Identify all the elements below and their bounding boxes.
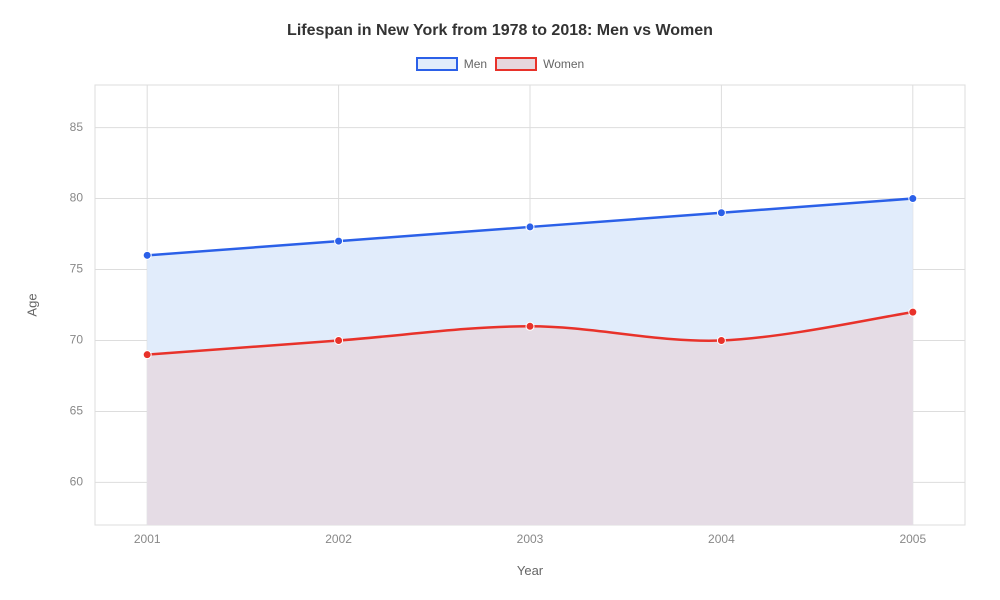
y-tick-70: 70 — [70, 333, 84, 347]
chart-title: Lifespan in New York from 1978 to 2018: … — [0, 22, 1000, 40]
marker-men-3[interactable] — [717, 209, 725, 217]
legend-item-men[interactable]: Men — [416, 57, 487, 71]
y-tick-65: 65 — [70, 404, 84, 418]
marker-men-1[interactable] — [335, 237, 343, 245]
x-tick-2004: 2004 — [708, 532, 735, 546]
legend-swatch-women — [495, 57, 537, 71]
y-tick-80: 80 — [70, 191, 84, 205]
marker-men-4[interactable] — [909, 195, 917, 203]
legend-label-men: Men — [464, 57, 487, 71]
x-tick-2001: 2001 — [134, 532, 161, 546]
marker-women-3[interactable] — [717, 336, 725, 344]
marker-women-1[interactable] — [335, 336, 343, 344]
legend: Men Women — [0, 57, 1000, 71]
y-tick-75: 75 — [70, 262, 84, 276]
marker-men-2[interactable] — [526, 223, 534, 231]
x-tick-2002: 2002 — [325, 532, 352, 546]
legend-swatch-men — [416, 57, 458, 71]
marker-women-4[interactable] — [909, 308, 917, 316]
x-tick-2003: 2003 — [517, 532, 544, 546]
plot-area: 60657075808520012002200320042005 — [95, 85, 965, 525]
legend-label-women: Women — [543, 57, 584, 71]
y-axis-label: Age — [25, 293, 40, 316]
marker-women-2[interactable] — [526, 322, 534, 330]
y-tick-85: 85 — [70, 120, 84, 134]
marker-women-0[interactable] — [143, 351, 151, 359]
legend-item-women[interactable]: Women — [495, 57, 584, 71]
x-tick-2005: 2005 — [899, 532, 926, 546]
y-tick-60: 60 — [70, 475, 84, 489]
marker-men-0[interactable] — [143, 251, 151, 259]
x-axis-label: Year — [517, 563, 543, 578]
chart-container: Lifespan in New York from 1978 to 2018: … — [0, 0, 1000, 600]
